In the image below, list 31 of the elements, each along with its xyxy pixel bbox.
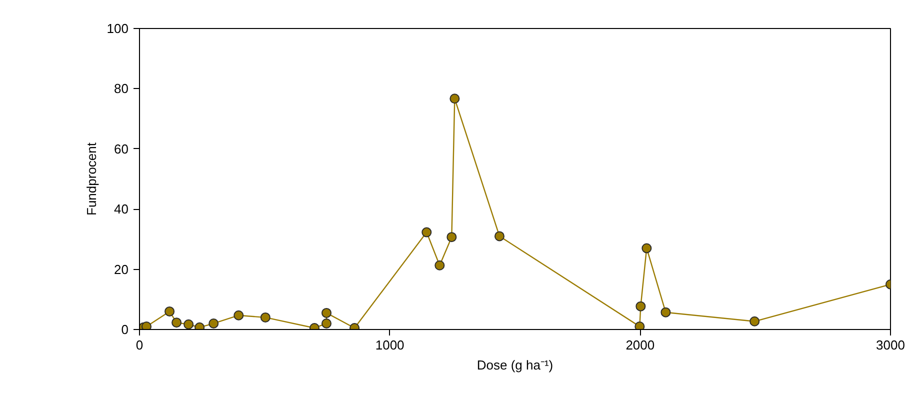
x-tick-label: 2000 — [626, 338, 655, 352]
x-axis-title: Dose (g ha⁻¹) — [476, 358, 554, 372]
y-tick-label: 100 — [106, 21, 129, 36]
y-tick-label: 40 — [114, 202, 129, 217]
point — [434, 260, 445, 270]
y-tick-label: 0 — [121, 322, 129, 337]
point — [450, 94, 460, 104]
point — [494, 231, 504, 242]
point — [660, 307, 671, 318]
point — [422, 227, 432, 238]
point — [642, 243, 652, 254]
y-tick-label: 20 — [114, 262, 129, 277]
point — [234, 310, 244, 320]
y-tick-label: 60 — [114, 141, 129, 156]
y-axis-title: Fundprocent — [84, 142, 99, 216]
x-tick-label: 3000 — [876, 338, 905, 352]
point — [172, 318, 182, 328]
point — [322, 318, 332, 328]
point — [322, 308, 332, 318]
point — [142, 322, 152, 330]
point — [184, 319, 194, 330]
point — [208, 318, 219, 328]
point — [164, 306, 175, 316]
point — [446, 232, 457, 242]
point — [636, 301, 646, 312]
x-tick-label: 1000 — [375, 338, 404, 352]
point — [634, 322, 645, 330]
point — [750, 316, 760, 326]
x-tick-label: 0 — [136, 338, 144, 352]
point — [260, 312, 270, 322]
y-tick-label: 80 — [114, 81, 129, 96]
